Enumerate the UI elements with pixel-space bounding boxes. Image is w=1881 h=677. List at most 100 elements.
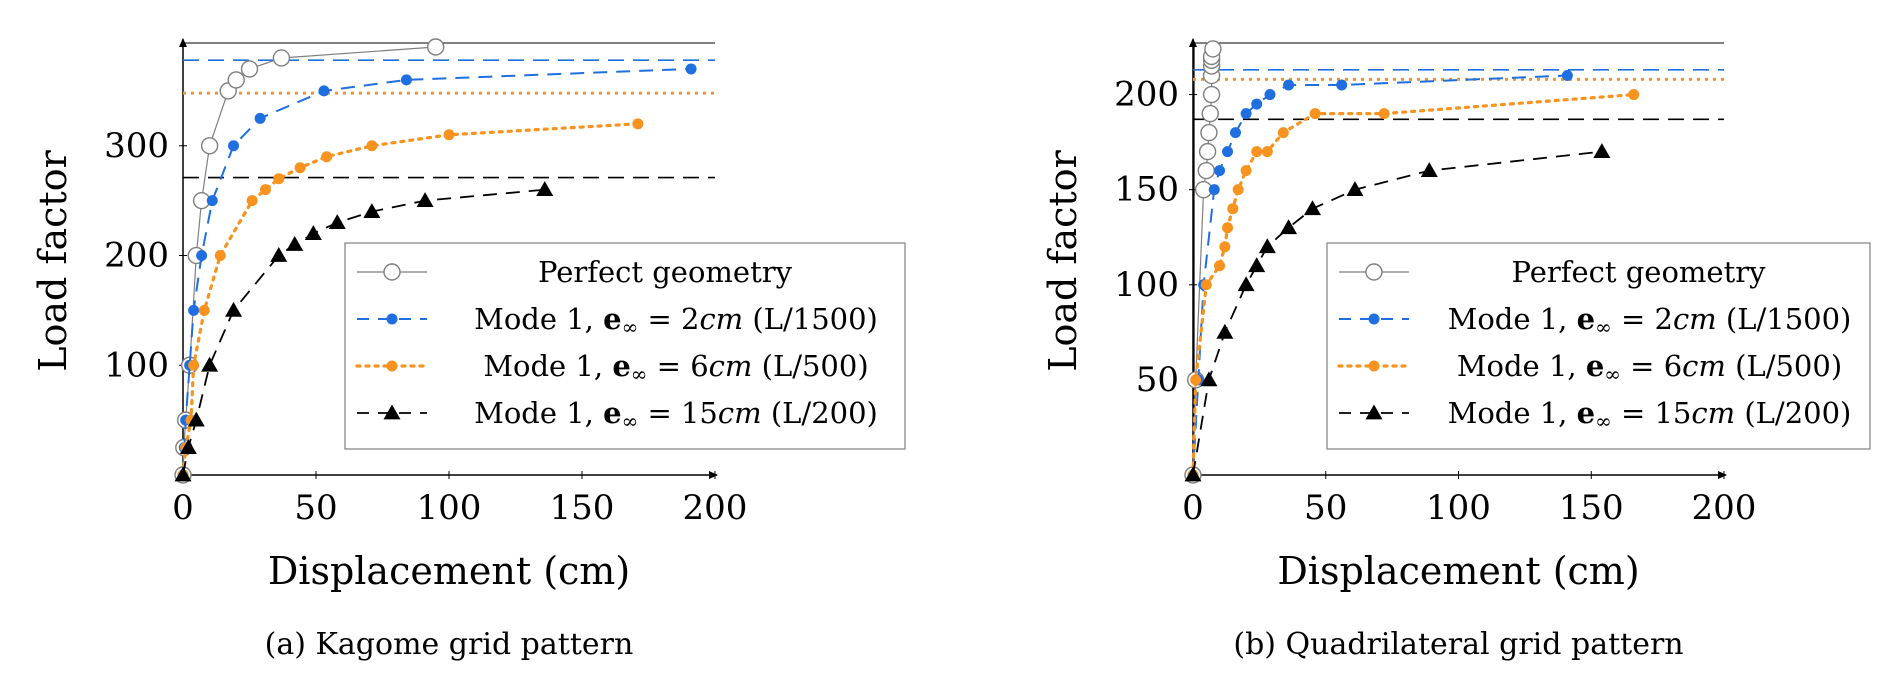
data-point: [201, 356, 219, 372]
legend-label: Mode 1, e∞ = 6cm (L/500): [1457, 349, 1842, 386]
x-tick-label: 100: [417, 488, 482, 528]
data-point: [536, 181, 554, 197]
data-point: [227, 71, 245, 89]
data-point: [1200, 279, 1212, 291]
figure-caption: (b) Quadrilateral grid pattern: [1233, 627, 1683, 662]
data-point: [187, 411, 205, 427]
legend-item-e2: Mode 1, e∞ = 2cm (L/1500): [1339, 302, 1851, 339]
data-point: [386, 313, 398, 325]
x-tick-label: 50: [294, 488, 337, 528]
data-point: [400, 74, 412, 86]
x-tick-label: 0: [1182, 488, 1204, 528]
data-point: [1222, 222, 1234, 234]
y-axis-label: Load factor: [31, 149, 75, 371]
data-point: [1336, 79, 1348, 91]
x-axis-label: Displacement (cm): [1277, 549, 1639, 593]
data-point: [1200, 123, 1218, 142]
chart-panel-a: 0 50 100 150 200 100 200 300 Displacement (cm) Lo…: [31, 38, 906, 662]
data-point: [1593, 143, 1611, 158]
data-point: [1204, 40, 1222, 58]
data-point: [196, 250, 208, 262]
data-point: [1365, 263, 1383, 281]
y-axis-label: Load factor: [1041, 149, 1085, 371]
legend-label: Mode 1, e∞ = 6cm (L/500): [483, 349, 868, 386]
x-axis-label: Displacement (cm): [268, 549, 630, 593]
data-point: [294, 162, 306, 174]
data-point: [1280, 219, 1298, 235]
data-point: [1237, 276, 1255, 292]
data-point: [1240, 108, 1252, 120]
data-point: [1240, 165, 1252, 177]
data-point: [272, 49, 291, 67]
series-line: [181, 122, 640, 477]
data-point: [1201, 104, 1219, 123]
legend-label: Mode 1, e∞ = 2cm (L/1500): [474, 302, 878, 339]
legend-label: Mode 1, e∞ = 15cm (L/200): [474, 396, 878, 433]
legend-box: [344, 242, 906, 450]
data-point: [1378, 108, 1390, 120]
data-point: [1190, 374, 1202, 386]
data-point: [1200, 371, 1218, 387]
data-point: [174, 466, 192, 482]
legend-item-perfect: Perfect geometry: [357, 255, 793, 289]
chart-panel-b: 0 50 100 150 200 50 100 150 200 Displacement (cm)…: [1041, 38, 1871, 662]
data-point: [1197, 161, 1215, 180]
y-tick-label: 200: [104, 236, 169, 276]
y-tick-label: 150: [1114, 170, 1179, 210]
data-point: [1561, 70, 1573, 82]
x-tick-label: 50: [1304, 488, 1347, 528]
data-point: [225, 301, 243, 317]
data-point: [304, 225, 322, 240]
data-point: [321, 151, 333, 163]
data-point: [1628, 89, 1640, 101]
data-point: [1420, 162, 1438, 178]
data-point: [1214, 165, 1226, 177]
data-point: [206, 195, 218, 207]
data-point: [1202, 85, 1221, 104]
data-point: [188, 359, 200, 371]
data-point: [443, 129, 455, 141]
x-tick-label: 150: [1559, 488, 1624, 528]
data-point: [1251, 146, 1263, 158]
data-point: [200, 137, 219, 155]
data-point: [386, 360, 398, 372]
x-tick-label: 150: [550, 488, 615, 528]
legend-label: Perfect geometry: [538, 255, 793, 289]
series-e15: [174, 181, 554, 482]
data-point: [1365, 404, 1383, 420]
data-point: [632, 118, 644, 130]
data-point: [1368, 360, 1380, 372]
data-point: [1214, 260, 1226, 272]
data-point: [1248, 257, 1266, 273]
data-point: [1208, 184, 1220, 196]
legend-item-e15: Mode 1, e∞ = 15cm (L/200): [1339, 396, 1851, 433]
legend-label: Perfect geometry: [1512, 255, 1767, 289]
x-tick-label: 200: [1692, 488, 1757, 528]
y-tick-label: 300: [104, 126, 169, 166]
data-point: [416, 192, 434, 208]
data-point: [1303, 200, 1321, 216]
data-point: [1264, 89, 1276, 101]
data-point: [685, 63, 697, 75]
data-point: [198, 304, 210, 316]
x-tick-label: 0: [172, 488, 194, 528]
legend-item-e6: Mode 1, e∞ = 6cm (L/500): [355, 349, 869, 386]
legend-item-e2: Mode 1, e∞ = 2cm (L/1500): [357, 302, 878, 339]
data-point: [1222, 146, 1234, 158]
x-tick-label: 200: [683, 488, 748, 528]
data-point: [259, 184, 271, 196]
y-tick-label: 200: [1114, 75, 1179, 115]
data-point: [427, 38, 445, 56]
data-point: [273, 173, 285, 185]
legend-label: Mode 1, e∞ = 15cm (L/200): [1448, 396, 1852, 433]
series-e15: [1184, 143, 1611, 482]
y-tick-label: 100: [1114, 265, 1179, 305]
data-point: [1251, 98, 1263, 110]
data-point: [1368, 313, 1380, 325]
data-point: [214, 250, 226, 262]
data-point: [1258, 238, 1276, 254]
legend-box: [1326, 242, 1871, 450]
y-tick-label: 100: [104, 345, 169, 385]
data-point: [366, 140, 378, 152]
